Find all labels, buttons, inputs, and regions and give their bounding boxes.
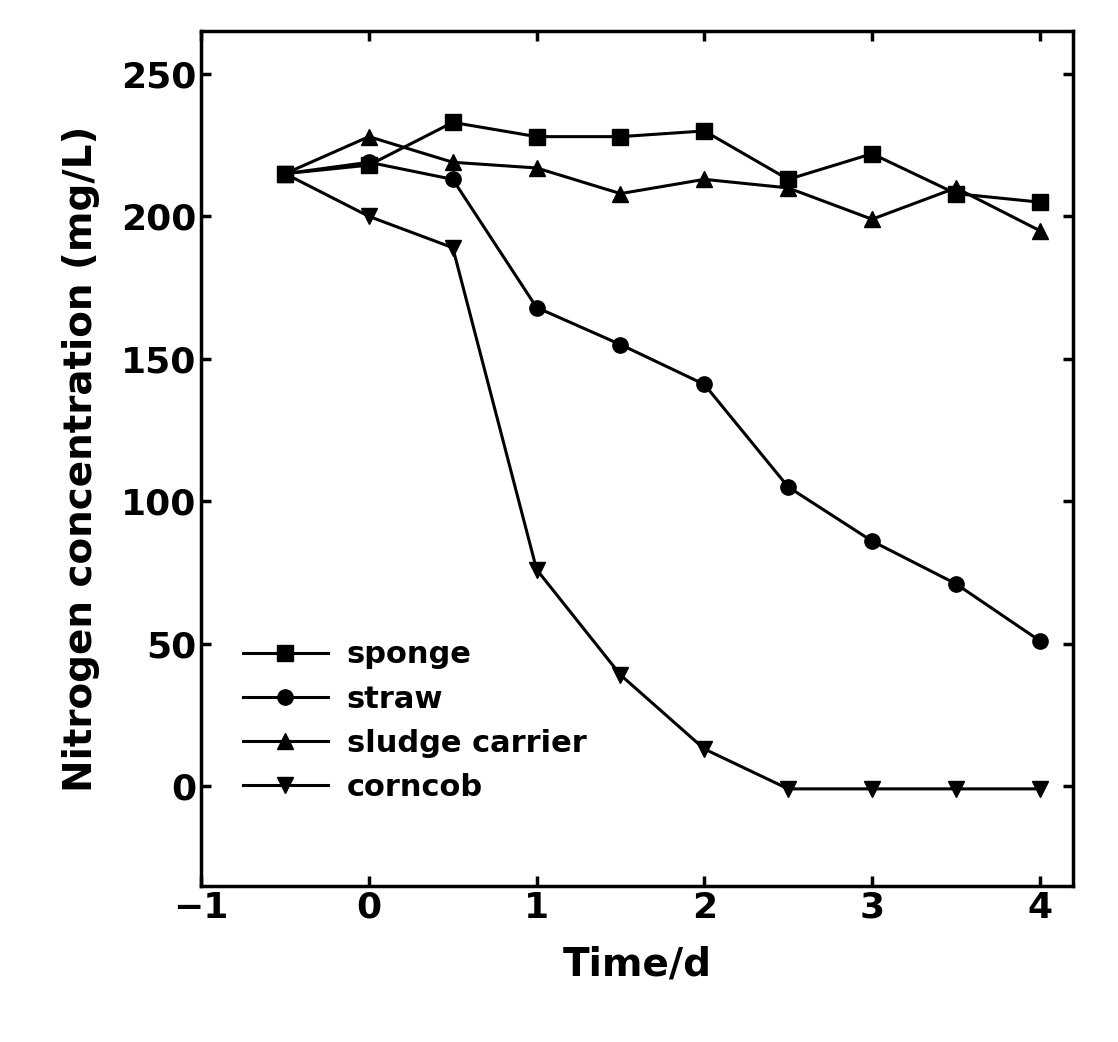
corncob [278,168,292,180]
corncob [949,783,963,795]
straw [530,301,543,314]
straw [781,480,795,493]
sponge [949,188,963,200]
sludge carrier [278,168,292,180]
corncob [781,783,795,795]
sponge [614,130,627,143]
Line: straw: straw [277,154,1048,648]
Line: corncob: corncob [277,166,1048,796]
sludge carrier [865,213,879,225]
sludge carrier [362,130,376,143]
corncob [446,242,459,254]
straw [949,577,963,590]
sponge [698,125,711,138]
sludge carrier [614,188,627,200]
sponge [781,173,795,185]
corncob [865,783,879,795]
straw [362,156,376,169]
sponge [865,148,879,160]
straw [698,378,711,391]
straw [446,173,459,185]
straw [614,339,627,351]
Y-axis label: Nitrogen concentration (mg/L): Nitrogen concentration (mg/L) [63,125,101,792]
sponge [362,158,376,171]
sludge carrier [1033,224,1046,237]
sludge carrier [446,156,459,169]
X-axis label: Time/d: Time/d [562,945,712,984]
corncob [362,210,376,223]
corncob [530,564,543,576]
Line: sponge: sponge [277,115,1048,209]
corncob [1033,783,1046,795]
straw [865,535,879,547]
straw [278,168,292,180]
sludge carrier [530,162,543,174]
corncob [614,669,627,681]
straw [1033,635,1046,647]
sponge [278,168,292,180]
sponge [1033,196,1046,208]
sponge [446,116,459,128]
sludge carrier [781,181,795,194]
sponge [530,130,543,143]
sludge carrier [698,173,711,185]
Line: sludge carrier: sludge carrier [277,129,1048,239]
corncob [698,743,711,755]
Legend: sponge, straw, sludge carrier, corncob: sponge, straw, sludge carrier, corncob [243,640,586,802]
sludge carrier [949,181,963,194]
